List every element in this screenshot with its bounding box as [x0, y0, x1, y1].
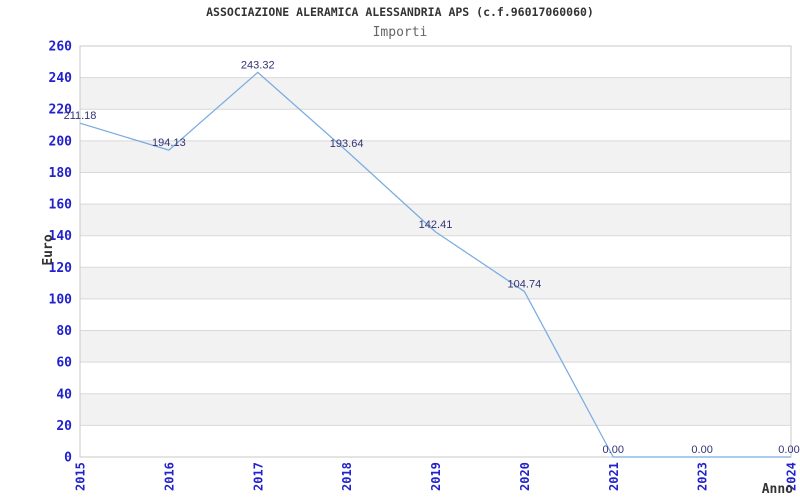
x-axis-title: Anno: [762, 482, 793, 497]
y-tick-label: 40: [56, 387, 72, 402]
plot-band: [80, 77, 791, 110]
plot-band: [80, 204, 791, 236]
plot-band: [80, 330, 791, 363]
y-tick-label: 80: [56, 324, 72, 339]
data-line: [79, 71, 791, 458]
data-point-label: 243.32: [241, 59, 275, 71]
x-tick-label: 2021: [607, 462, 621, 491]
y-tick-label: 140: [49, 229, 73, 244]
plot-band: [80, 267, 791, 299]
x-tick-label: 2023: [696, 462, 710, 491]
y-tick-label: 220: [49, 103, 73, 118]
data-point-label: 193.64: [330, 138, 364, 150]
data-point-label: 142.41: [419, 219, 453, 231]
y-tick-label: 200: [49, 134, 73, 149]
x-tick-label: 2019: [429, 462, 443, 491]
y-tick-label: 60: [56, 356, 72, 371]
chart-subtitle: Importi: [372, 25, 428, 40]
x-tick-label: 2017: [251, 462, 265, 491]
data-point-label: 194.13: [152, 137, 186, 149]
plot-band: [80, 393, 791, 426]
data-point-label: 211.18: [64, 110, 97, 122]
y-tick-label: 240: [49, 71, 73, 86]
y-tick-label: 160: [49, 198, 73, 213]
y-tick-label: 180: [49, 166, 73, 181]
data-point-label: 0.00: [603, 444, 624, 456]
x-tick-label: 2015: [74, 462, 88, 491]
y-tick-label: 0: [64, 451, 72, 466]
chart-title: ASSOCIAZIONE ALERAMICA ALESSANDRIA APS (…: [206, 5, 594, 19]
x-tick-label: 2018: [340, 462, 354, 491]
y-tick-label: 260: [49, 40, 73, 55]
data-point-label: 0.00: [778, 444, 799, 456]
y-tick-label: 20: [56, 419, 72, 434]
plot-border: [79, 45, 792, 458]
x-tick-label: 2020: [518, 462, 532, 491]
data-point-label: 104.74: [508, 278, 542, 290]
x-tick-label: 2024: [785, 462, 799, 491]
data-point-label: 0.00: [691, 444, 712, 456]
x-tick-label: 2016: [162, 462, 176, 491]
y-tick-label: 120: [49, 261, 73, 276]
plot-band: [80, 140, 791, 173]
y-axis-title: Euro: [41, 234, 56, 265]
y-tick-label: 100: [49, 292, 73, 307]
